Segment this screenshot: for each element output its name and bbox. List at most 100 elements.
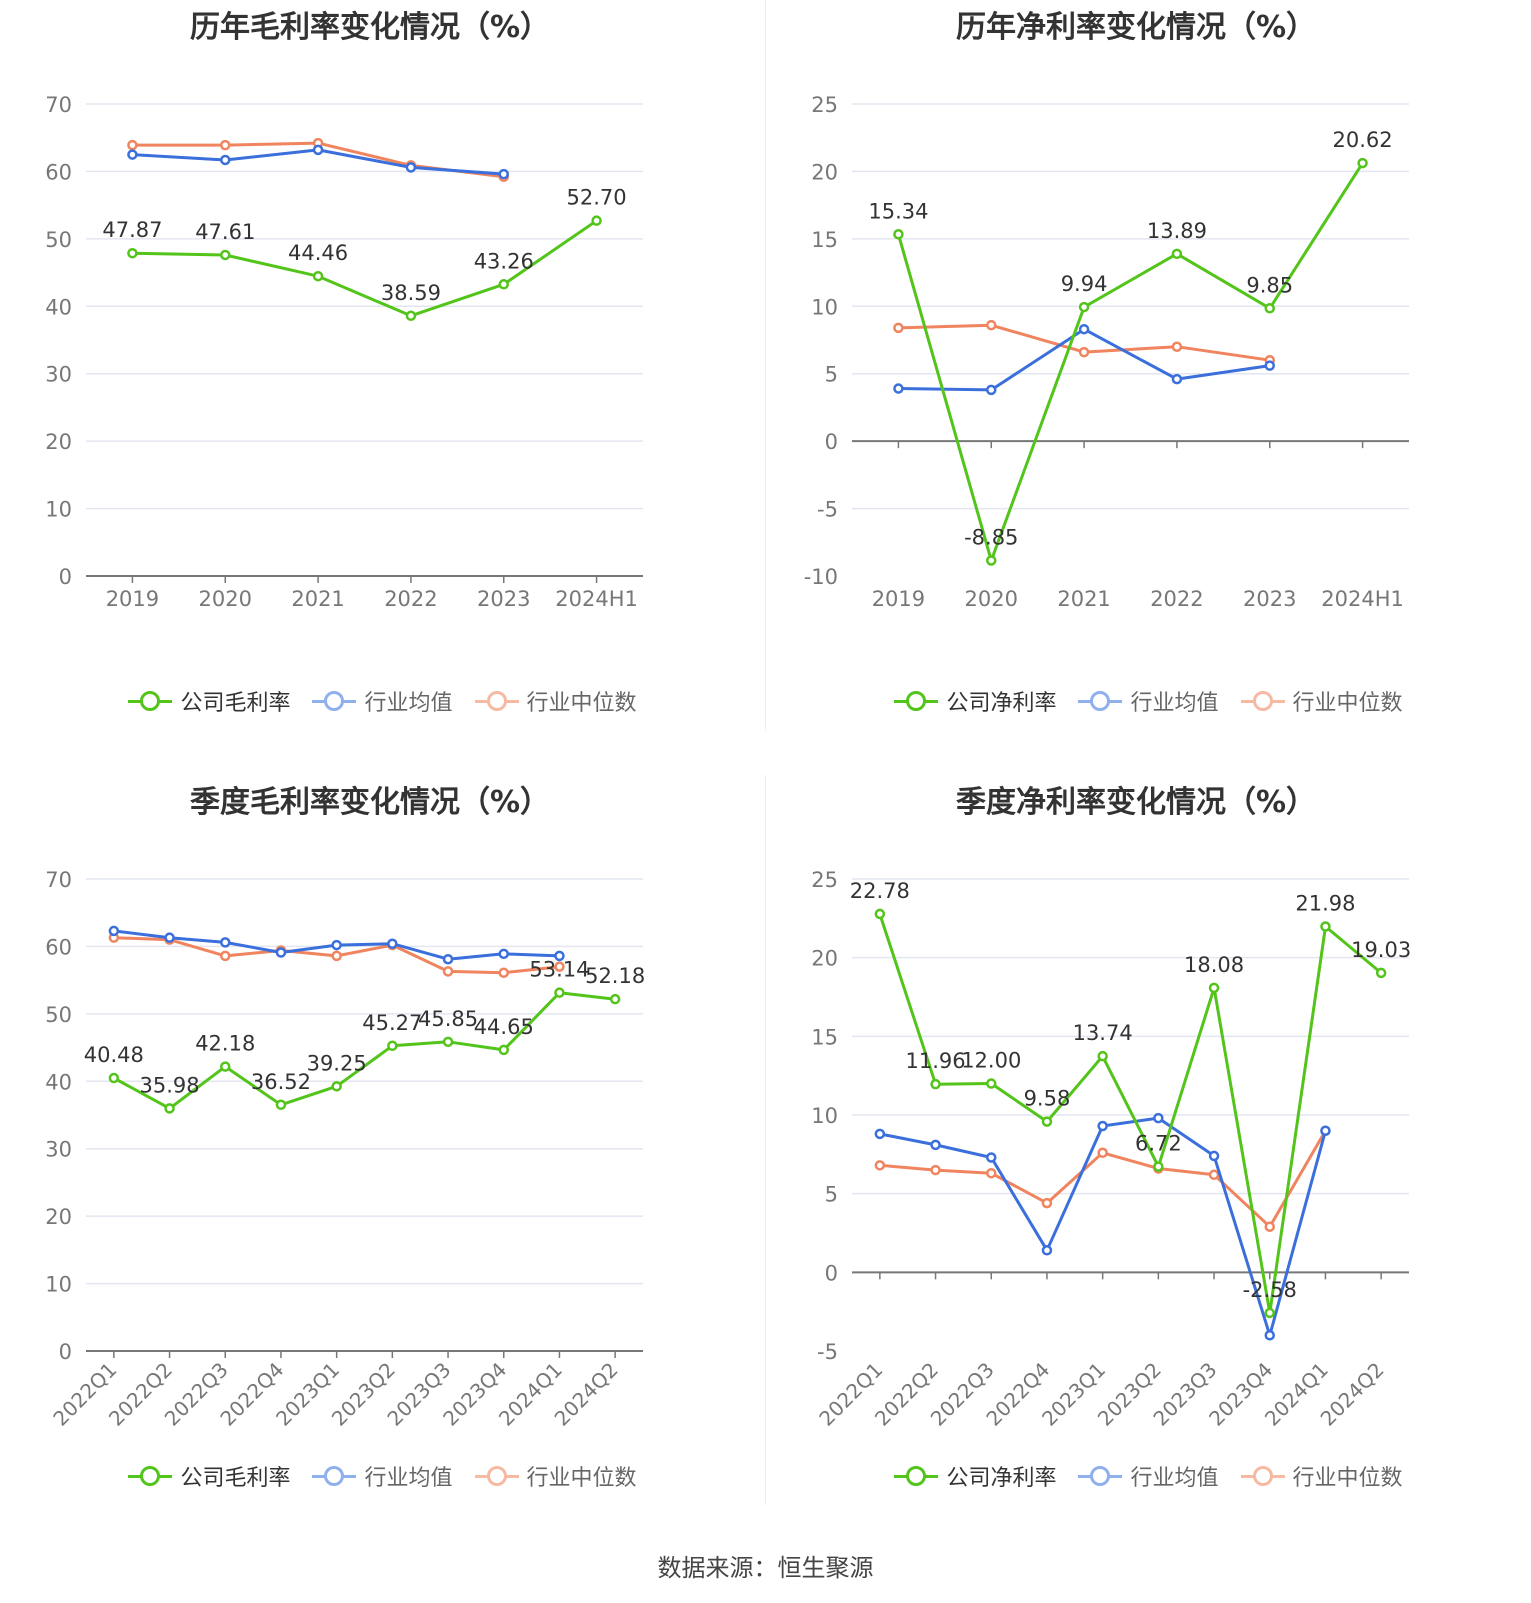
data-label: 38.59 (381, 281, 441, 305)
data-point (220, 154, 231, 166)
data-point (1171, 373, 1183, 385)
legend-item-industry-avg[interactable]: 行业均值 (312, 1460, 453, 1492)
data-label: 36.52 (251, 1070, 311, 1094)
data-point (1097, 1050, 1108, 1062)
y-tick-label: -5 (817, 1340, 838, 1364)
data-label: 47.61 (195, 220, 255, 244)
data-point (442, 966, 454, 977)
data-point (1078, 301, 1090, 313)
y-tick-label: 5 (825, 363, 838, 387)
legend-item-industry-median[interactable]: 行业中位数 (474, 685, 637, 717)
x-tick-label: 2024H1 (555, 587, 638, 611)
legend-item-company[interactable]: 公司毛利率 (128, 685, 290, 717)
quarterly-net-margin-panel: 季度净利率变化情况（%） -5 0 5 10 15 20 25 2022Q1 2022Q2 202… (766, 775, 1531, 1535)
data-point (498, 1044, 509, 1056)
y-tick-label: 10 (811, 295, 838, 319)
data-point (893, 229, 904, 240)
data-point (405, 310, 417, 322)
data-point (1171, 248, 1183, 260)
y-tick-label: 10 (811, 1104, 838, 1128)
data-point (986, 384, 997, 396)
data-point (986, 1152, 997, 1163)
legend-item-industry-avg[interactable]: 行业均值 (1078, 685, 1219, 717)
x-tick-label: 2021 (1057, 587, 1110, 611)
data-point (893, 383, 904, 394)
data-point (1041, 1197, 1053, 1209)
data-point (1041, 1116, 1053, 1127)
legend-label-industry-avg: 行业均值 (1130, 1466, 1219, 1491)
data-point (442, 953, 454, 965)
data-label: 45.27 (362, 1011, 422, 1035)
legend-label-company: 公司净利率 (946, 1466, 1057, 1491)
series-line (132, 219, 598, 318)
data-label: 9.94 (1061, 272, 1108, 296)
annual-gross-margin-chart: 0 10 20 30 40 50 60 70 2019 2020 2021 2022 2023 2024H… (45, 93, 643, 611)
data-point (986, 319, 997, 331)
data-label: 21.98 (1295, 892, 1355, 916)
legend-item-industry-median[interactable]: 行业中位数 (1240, 1460, 1403, 1492)
data-point (164, 1103, 175, 1114)
data-label: -2.58 (1243, 1278, 1297, 1302)
x-tick-label: 2019 (872, 587, 925, 611)
data-point (986, 1167, 997, 1179)
quarterly-net-margin-chart: -505101520252022Q12022Q22022Q32022Q42023… (811, 868, 1411, 1431)
y-tick-label: -10 (804, 565, 838, 589)
legend-item-industry-avg[interactable]: 行业均值 (1078, 1460, 1219, 1492)
data-point (331, 939, 342, 951)
data-point (108, 925, 120, 937)
y-tick-label: 20 (45, 430, 72, 454)
data-point (609, 993, 621, 1005)
legend-item-industry-avg[interactable]: 行业均值 (312, 685, 453, 717)
data-point (498, 967, 509, 978)
annual-gross-margin-panel: 历年毛利率变化情况（%） 0 10 20 30 40 50 60 70 2019 2020 2021… (0, 0, 765, 760)
legend-marker-company (894, 1464, 939, 1488)
x-tick-label: 2023 (477, 587, 530, 611)
data-label: -8.85 (964, 525, 1018, 549)
data-point (554, 950, 565, 962)
data-point (874, 1160, 886, 1171)
legend-item-company[interactable]: 公司毛利率 (128, 1460, 290, 1492)
quarterly-gross-margin-panel: 季度毛利率变化情况（%） 0 10 20 30 40 50 60 70 2022Q1 2022Q2… (0, 775, 765, 1535)
legend-label-industry-avg: 行业均值 (364, 691, 453, 716)
data-point (498, 948, 509, 960)
data-label: 53.14 (529, 958, 589, 982)
legend-label-industry-median: 行业中位数 (526, 1466, 637, 1491)
data-label: 43.26 (474, 249, 534, 273)
legend-marker-industry-avg (1078, 1464, 1123, 1488)
annual-net-margin-panel: 历年净利率变化情况（%） -10 -5 0 5 10 15 20 25 2019 2020 2021… (766, 0, 1531, 760)
legend-label-company: 公司净利率 (946, 691, 1057, 716)
legend-item-industry-median[interactable]: 行业中位数 (474, 1460, 637, 1492)
legend-item-industry-median[interactable]: 行业中位数 (1240, 685, 1403, 717)
data-point (1357, 157, 1368, 169)
legend-item-company[interactable]: 公司净利率 (894, 685, 1056, 717)
y-tick-label: 60 (45, 160, 72, 184)
x-tick-label: 2024H1 (1321, 587, 1404, 611)
legend-marker-industry-avg (312, 689, 357, 713)
legend-item-company[interactable]: 公司净利率 (894, 1460, 1056, 1492)
data-point (275, 1099, 287, 1111)
legend-label-company: 公司毛利率 (180, 1466, 291, 1491)
legend-label-industry-median: 行业中位数 (1292, 1466, 1403, 1491)
data-label: 20.62 (1333, 128, 1393, 152)
data-label: 47.87 (102, 218, 162, 242)
data-point (220, 937, 231, 948)
data-point (1153, 1112, 1164, 1124)
series-line (879, 1129, 1327, 1229)
data-point (554, 987, 565, 998)
data-label: 18.08 (1184, 953, 1244, 977)
data-point (312, 144, 324, 156)
data-point (1264, 303, 1275, 314)
data-point (1208, 982, 1220, 994)
data-point (387, 1040, 398, 1052)
y-tick-label: 0 (59, 1340, 72, 1364)
data-point (1208, 1150, 1220, 1162)
data-point (1264, 1221, 1275, 1232)
quarterly-gross-margin-chart: 0102030405060702022Q12022Q22022Q32022Q42… (45, 868, 645, 1431)
y-tick-label: 25 (811, 868, 838, 892)
data-point (930, 1139, 941, 1151)
data-point (331, 950, 342, 962)
data-point (442, 1036, 454, 1048)
data-point (220, 139, 231, 151)
data-point (554, 961, 565, 972)
data-point (591, 215, 602, 226)
